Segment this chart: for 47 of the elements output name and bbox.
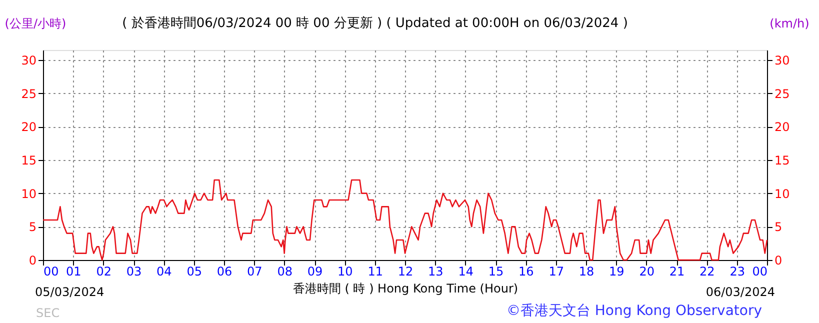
y2-tick-label: 5 xyxy=(774,220,782,234)
text: ©香港天文台 Hong Kong Observatory xyxy=(506,303,762,319)
x-tick-label: 19 xyxy=(609,264,624,278)
y2-tick-label: 25 xyxy=(774,86,790,101)
text: 06/03/2024 xyxy=(706,285,775,299)
x-tick-label: 23 xyxy=(730,264,745,278)
x-tick-label: 15 xyxy=(488,264,504,278)
x-tick-label: 04 xyxy=(156,264,172,278)
y2-tick-label: 15 xyxy=(774,154,790,168)
x-tick-label: 08 xyxy=(277,264,292,278)
x-tick-label: 10 xyxy=(338,264,353,278)
x-tick-label: 20 xyxy=(639,264,654,278)
x-axis-title: 香港時間 ( 時 ) Hong Kong Time (Hour) xyxy=(292,282,518,296)
x-tick-label: 16 xyxy=(518,264,534,278)
x-tick-label: 06 xyxy=(216,264,232,278)
y2-tick-label: 30 xyxy=(774,54,790,68)
x-tick-label: 14 xyxy=(458,264,474,278)
x-tick-label: 21 xyxy=(669,264,685,278)
y-tick-label: 25 xyxy=(21,86,36,101)
y-tick-label: 30 xyxy=(21,54,36,68)
chart-title: ( 於香港時間06/03/2024 00 時 00 分更新 ) ( Updated at 00:00H on 06/03/2024 ) xyxy=(122,16,628,31)
x-tick-label: 01 xyxy=(66,264,82,278)
y2-tick-label: 0 xyxy=(774,254,782,268)
x-tick-label: 00 xyxy=(44,264,59,278)
y2-tick-label: 20 xyxy=(774,120,790,134)
x-tick-label: 02 xyxy=(96,264,112,278)
y-axis-title: (公里/小時) xyxy=(4,16,66,30)
x-tick-label: 22 xyxy=(700,264,715,278)
y-tick-label: 0 xyxy=(28,254,36,268)
x-tick-label: 11 xyxy=(368,264,383,278)
text: SEC xyxy=(36,306,60,320)
x-tick-label: 13 xyxy=(428,264,444,278)
x-tick-label: 17 xyxy=(548,264,564,278)
y-tick-label: 10 xyxy=(21,186,36,201)
x-tick-label: 03 xyxy=(126,264,142,278)
text: 05/03/2024 xyxy=(35,285,104,299)
y2-tick-label: 10 xyxy=(774,186,790,201)
x-tick-label: 07 xyxy=(247,264,262,278)
x-tick-label: 12 xyxy=(398,264,414,278)
x-tick-label: 05 xyxy=(186,264,202,278)
x-tick-label: 18 xyxy=(578,264,594,278)
y-tick-label: 5 xyxy=(28,220,36,234)
y-tick-label: 20 xyxy=(21,120,36,134)
x-tick-label: 09 xyxy=(307,264,323,278)
y2-axis-title: (km/h) xyxy=(770,16,810,30)
x-tick-label: 00 xyxy=(752,264,768,278)
y-tick-label: 15 xyxy=(21,154,36,168)
